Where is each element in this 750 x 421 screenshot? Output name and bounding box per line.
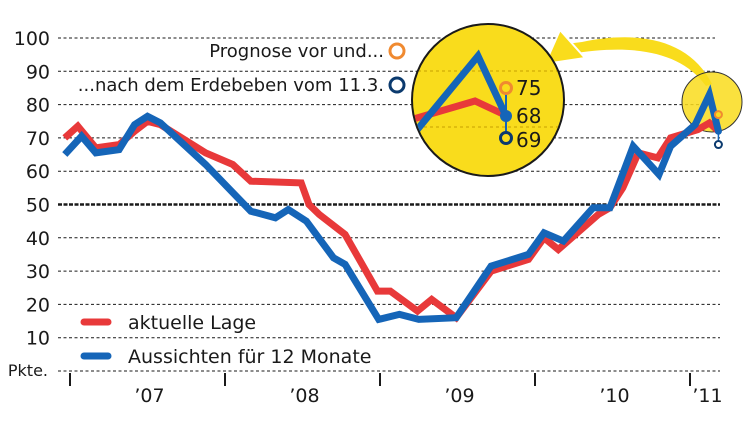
series-lines — [62, 84, 722, 324]
annotation-forecast-before-marker — [388, 42, 406, 60]
y-tick-label: 80 — [26, 95, 50, 117]
x-axis: ’07 ’08 ’09 ’10 ’11 — [69, 373, 723, 407]
gridlines — [58, 37, 720, 372]
small-forecast-after-marker — [713, 140, 723, 150]
y-tick-label: 10 — [26, 328, 50, 350]
annotation-forecast-after-marker — [388, 76, 406, 94]
x-tick-label: ’09 — [444, 385, 474, 407]
series-line-aktuelle-lage — [62, 117, 721, 323]
y-tick-label: 90 — [26, 61, 50, 83]
annotation-forecast-before: Prognose vor und... — [209, 41, 384, 62]
magnifier-value-after: 69 — [516, 128, 541, 152]
magnifier-forecast-before-marker — [499, 81, 513, 95]
small-forecast-before-marker — [713, 110, 723, 120]
magnifier-circle — [411, 23, 565, 177]
magnifier: 75 68 69 — [411, 23, 565, 177]
callout-arrow — [543, 28, 712, 86]
small-actual-marker — [714, 127, 722, 135]
y-tick-labels: 100 90 80 70 60 50 40 30 20 10 — [14, 28, 50, 350]
y-tick-label: 60 — [26, 161, 50, 183]
magnifier-actual-marker — [500, 110, 512, 122]
x-tick-label: ’10 — [599, 385, 629, 407]
magnifier-value-before: 75 — [516, 76, 541, 100]
x-tick-label: ’08 — [289, 385, 319, 407]
y-tick-label: 30 — [26, 261, 50, 283]
y-tick-label: 50 — [26, 195, 50, 217]
series-line-aussichten — [62, 84, 722, 324]
small-forecast-markers — [713, 110, 723, 150]
legend-label-aussichten: Aussichten für 12 Monate — [128, 346, 371, 368]
callout-arrow-head — [543, 28, 587, 66]
legend: aktuelle Lage Aussichten für 12 Monate — [80, 312, 371, 368]
x-tick-label: ’11 — [692, 385, 722, 407]
magnifier-forecast-after-marker — [499, 131, 513, 145]
annotation-forecast-after: ...nach dem Erdebeben vom 11.3. — [78, 75, 384, 96]
callout-arrow-shaft — [566, 37, 712, 86]
legend-label-aktuelle-lage: aktuelle Lage — [128, 312, 256, 334]
magnifier-value-actual: 68 — [516, 104, 541, 128]
y-unit-label: Pkte. — [8, 361, 48, 380]
annotation: Prognose vor und... ...nach dem Erdebebe… — [78, 41, 406, 96]
magnifier-blue-line — [413, 49, 510, 139]
y-tick-label: 20 — [26, 294, 50, 316]
y-tick-label: 70 — [26, 128, 50, 150]
x-tick-label: ’07 — [134, 385, 164, 407]
y-tick-label: 100 — [14, 28, 50, 50]
y-tick-label: 40 — [26, 228, 50, 250]
